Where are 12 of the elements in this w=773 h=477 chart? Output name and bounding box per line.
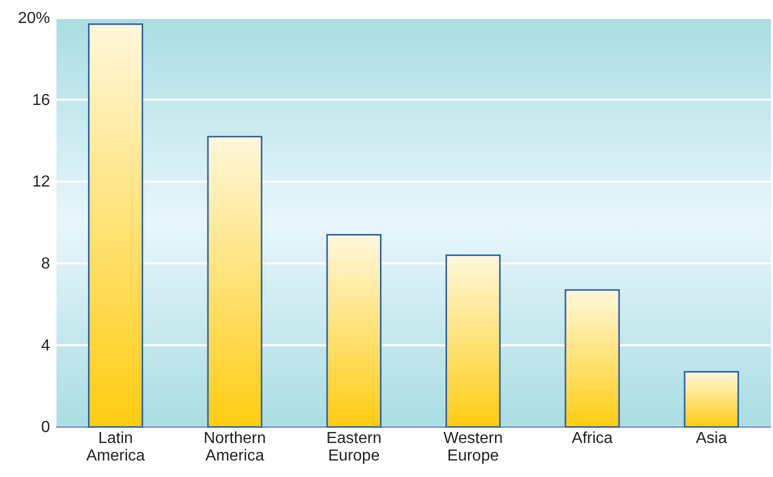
x-tick-label: Western Europe [443,430,503,465]
y-tick-label: 12 [32,174,50,191]
y-tick-label: 4 [41,337,50,354]
x-tick-label: Eastern Europe [326,430,382,465]
y-tick-label: 16 [32,92,50,109]
x-tick-label: Africa [572,430,613,447]
x-tick-label: Asia [696,430,728,447]
x-tick-label: Northern America [204,430,266,465]
x-tick-label: Latin America [86,430,146,465]
y-tick-label: 0 [41,419,50,436]
y-tick-label: 20% [18,10,50,28]
y-tick-label: 8 [41,256,50,273]
